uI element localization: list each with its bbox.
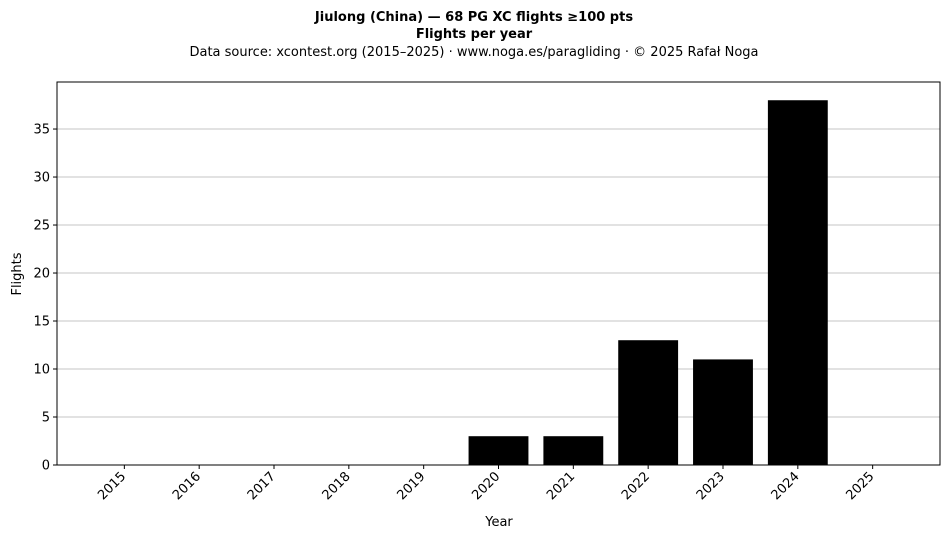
chart-title: Jiulong (China) — 68 PG XC flights ≥100 … [314,10,633,25]
x-tick-label: 2019 [394,469,428,503]
y-tick-label: 20 [33,267,50,282]
x-axis-label: Year [484,515,513,530]
bar [618,340,679,465]
plot-frame [56,81,941,466]
y-tick-label: 0 [42,459,50,474]
x-tick-label: 2023 [694,469,728,503]
y-tick-label: 10 [33,363,50,378]
x-tick-label: 2016 [170,469,204,503]
y-tick-label: 30 [33,171,50,186]
y-tick-label: 5 [42,411,50,426]
x-tick-label: 2015 [95,469,129,503]
y-tick-label: 35 [33,123,50,138]
bar [767,100,828,465]
y-tick-label: 25 [33,219,50,234]
bars [468,100,828,465]
x-tick-label: 2025 [843,469,877,503]
x-tick-label: 2021 [544,469,578,503]
chart-subtitle: Flights per year [416,27,533,42]
gridlines [57,128,940,418]
bar [693,359,753,465]
x-tick-label: 2020 [469,469,503,503]
x-tick-label: 2024 [769,469,803,503]
bar [543,436,604,465]
x-tick-label: 2018 [320,469,354,503]
x-tick-label: 2022 [619,469,653,503]
y-axis-label: Flights [10,252,25,295]
x-tick-label: 2017 [245,469,279,503]
chart-source-note: Data source: xcontest.org (2015–2025) · … [189,45,758,60]
y-tick-label: 15 [33,315,50,330]
bar [468,436,529,465]
